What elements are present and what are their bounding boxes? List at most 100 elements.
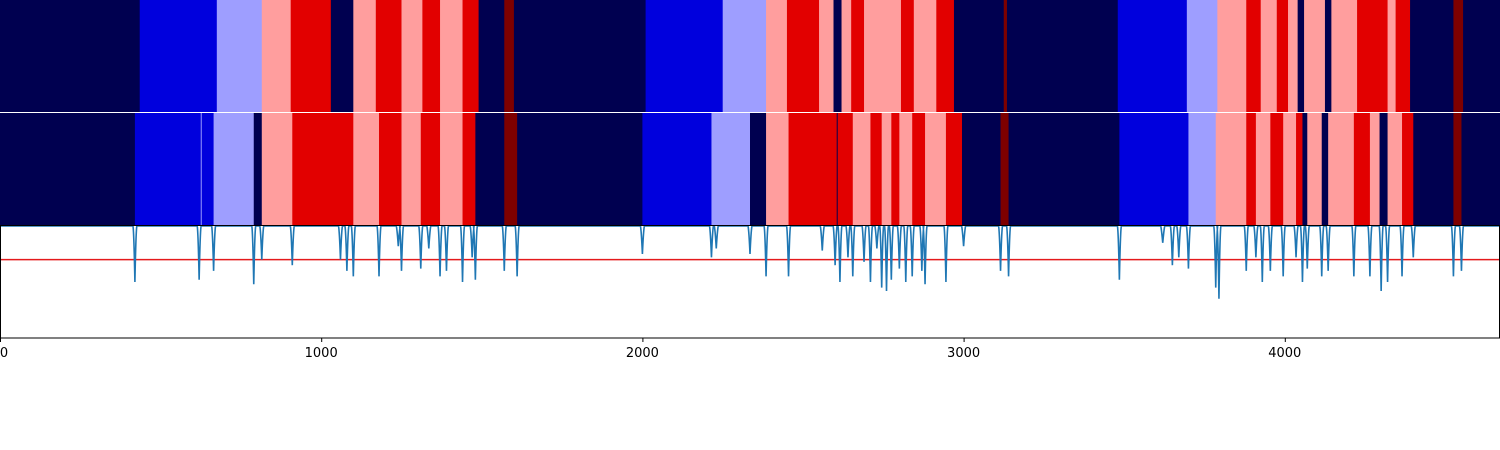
- top-track-cell-39: [1324, 0, 1332, 112]
- bottom-track-cell-21: [788, 113, 838, 225]
- top-track-cell-24: [900, 0, 915, 112]
- top-track-cell-42: [1387, 0, 1397, 112]
- top-track-cell-27: [953, 0, 1005, 112]
- bottom-track-cell-23: [837, 113, 854, 225]
- bottom-track-cell-33: [1000, 113, 1009, 225]
- top-track-cell-4: [290, 0, 332, 112]
- top-track-cell-0: [0, 0, 141, 112]
- bottom-track-cell-26: [881, 113, 892, 225]
- bottom-track-cell-13: [462, 113, 476, 225]
- bottom-track-cell-45: [1321, 113, 1329, 225]
- top-track-cell-12: [478, 0, 505, 112]
- top-track-cell-20: [833, 0, 842, 112]
- top-track-cell-30: [1117, 0, 1188, 112]
- top-track-cell-34: [1260, 0, 1278, 112]
- bottom-track-cell-9: [379, 113, 402, 225]
- top-track-cell-5: [330, 0, 354, 112]
- bottom-track-cell-48: [1369, 113, 1380, 225]
- top-track-cell-14: [513, 0, 647, 112]
- bottom-track-cell-25: [870, 113, 883, 225]
- bottom-track-cell-0: [0, 113, 136, 225]
- bottom-track-cell-41: [1283, 113, 1297, 225]
- top-track-cell-15: [645, 0, 724, 112]
- bottom-track-cell-29: [912, 113, 926, 225]
- bottom-track-cell-52: [1413, 113, 1454, 225]
- top-track-cell-10: [440, 0, 463, 112]
- bottom-track-cell-51: [1402, 113, 1414, 225]
- bottom-track-cell-11: [420, 113, 441, 225]
- bottom-track-cell-24: [852, 113, 871, 225]
- bottom-track-cell-47: [1353, 113, 1371, 225]
- bottom-track-cell-16: [517, 113, 643, 225]
- top-track-cell-7: [375, 0, 402, 112]
- bottom-track-cell-1: [134, 113, 202, 225]
- x-axis: 0 1000 2000 3000 4000: [0, 338, 1301, 361]
- bottom-track-cell-27: [891, 113, 900, 225]
- top-track-cell-23: [864, 0, 902, 112]
- top-track-cell-18: [786, 0, 820, 112]
- top-track-cell-35: [1276, 0, 1289, 112]
- bottom-track-cell-31: [945, 113, 963, 225]
- top-track-cell-41: [1357, 0, 1388, 112]
- heatmap-track-bottom: [0, 113, 1500, 225]
- bottom-track-cell-10: [401, 113, 422, 225]
- bottom-track-cell-50: [1387, 113, 1403, 225]
- bottom-track-cell-8: [353, 113, 380, 225]
- top-track-cell-17: [766, 0, 788, 112]
- x-tick-label-1: 1000: [305, 346, 338, 361]
- bottom-track-cell-44: [1307, 113, 1323, 225]
- bottom-track-cell-3: [201, 113, 214, 225]
- bottom-track-cell-40: [1270, 113, 1284, 225]
- bottom-track-cell-53: [1453, 113, 1462, 225]
- top-track-cell-36: [1288, 0, 1299, 112]
- bottom-track-cell-46: [1328, 113, 1355, 225]
- top-track-cell-6: [353, 0, 377, 112]
- x-tick-label-4: 4000: [1268, 346, 1301, 361]
- top-track-cell-46: [1463, 0, 1500, 112]
- top-track-cell-28: [1003, 0, 1008, 112]
- top-track-cell-32: [1217, 0, 1247, 112]
- bottom-track-cell-20: [766, 113, 789, 225]
- bottom-track-cell-14: [475, 113, 505, 225]
- bottom-track-cell-32: [961, 113, 1001, 225]
- bottom-track-cell-7: [292, 113, 354, 225]
- bottom-track-cell-42: [1296, 113, 1303, 225]
- top-track-cell-2: [216, 0, 263, 112]
- signal-line: [0, 225, 1500, 299]
- bottom-track-cell-2: [200, 113, 203, 225]
- top-track-cell-1: [139, 0, 218, 112]
- top-track-cell-3: [261, 0, 292, 112]
- top-track-cell-40: [1331, 0, 1358, 112]
- bottom-track-cell-39: [1255, 113, 1271, 225]
- bottom-track-cell-38: [1246, 113, 1257, 225]
- bottom-track-cell-12: [440, 113, 463, 225]
- top-track-cell-45: [1453, 0, 1464, 112]
- top-track-cell-38: [1304, 0, 1326, 112]
- top-track-cell-13: [504, 0, 515, 112]
- top-track-cell-33: [1246, 0, 1262, 112]
- x-tick-label-0: 0: [0, 346, 8, 361]
- top-track-cell-16: [722, 0, 767, 112]
- top-track-cell-25: [913, 0, 937, 112]
- bottom-track-cell-49: [1379, 113, 1388, 225]
- bottom-track-cell-30: [925, 113, 947, 225]
- bottom-track-cell-5: [253, 113, 263, 225]
- x-tick-label-2: 2000: [626, 346, 659, 361]
- top-track-cell-11: [462, 0, 479, 112]
- top-track-cell-19: [819, 0, 834, 112]
- heatmap-track-top: [0, 0, 1500, 112]
- bottom-track-cell-18: [711, 113, 751, 225]
- top-track-cell-9: [422, 0, 441, 112]
- bottom-track-cell-37: [1215, 113, 1247, 225]
- bottom-track-cell-54: [1461, 113, 1500, 225]
- top-track-cell-43: [1395, 0, 1411, 112]
- top-track-cell-22: [851, 0, 865, 112]
- top-track-cell-8: [401, 0, 423, 112]
- bottom-track-cell-36: [1188, 113, 1217, 225]
- top-track-cell-21: [841, 0, 852, 112]
- bottom-track-cell-28: [899, 113, 913, 225]
- top-track-cell-31: [1186, 0, 1218, 112]
- bottom-track-cell-43: [1302, 113, 1308, 225]
- bottom-track-cell-22: [836, 113, 839, 225]
